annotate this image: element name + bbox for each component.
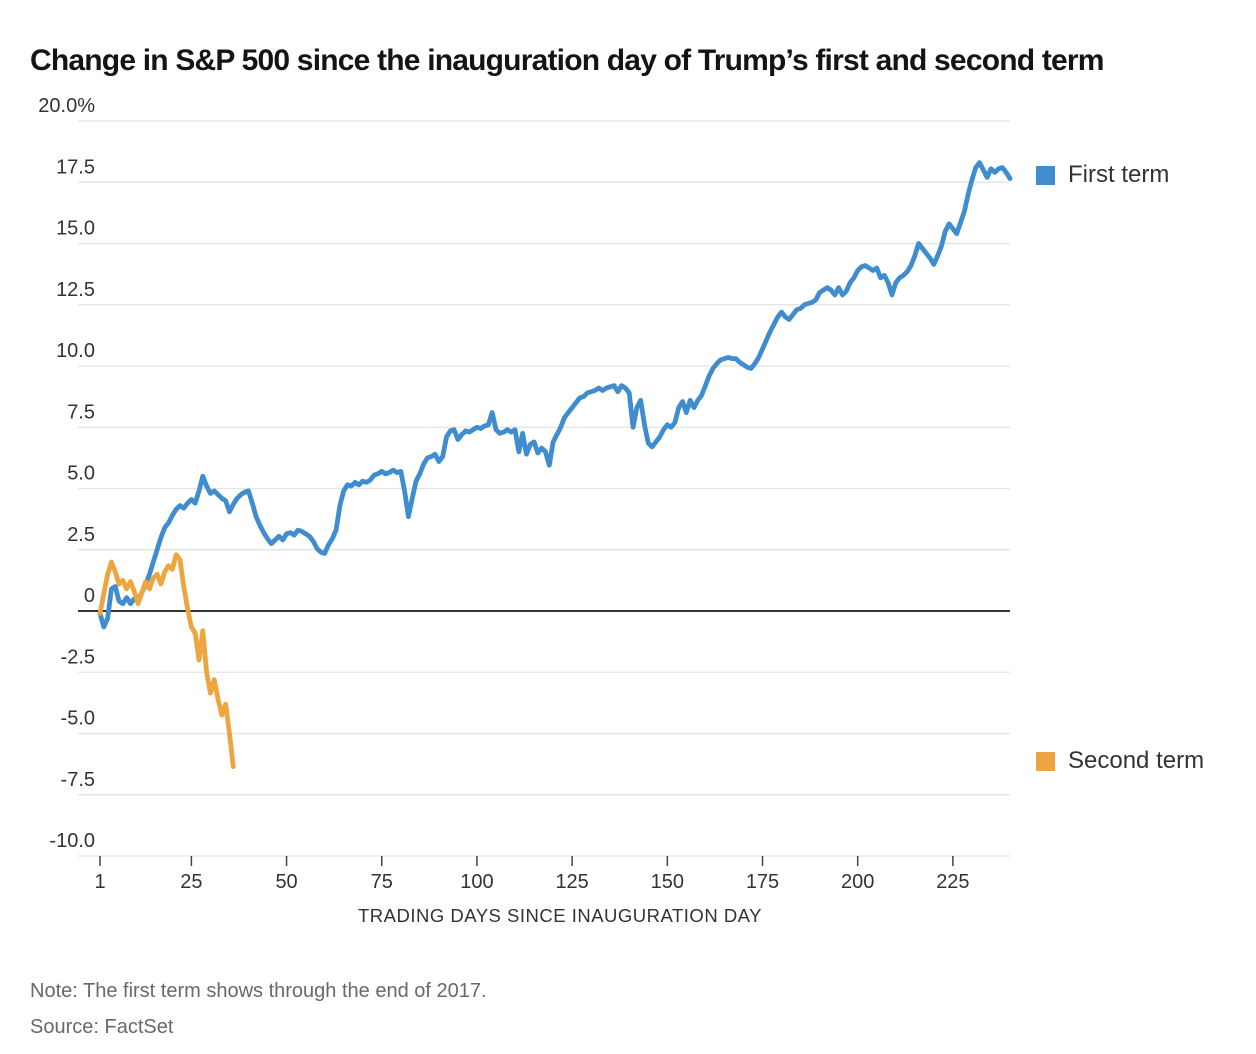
- legend-label-first-term: First term: [1068, 161, 1170, 188]
- legend-label-second-term: Second term: [1068, 747, 1205, 774]
- legend-first-term: First term: [1036, 161, 1169, 189]
- y-axis-tick-label: -2.5: [61, 646, 95, 668]
- chart-title: Change in S&P 500 since the inauguration…: [30, 44, 1104, 78]
- y-axis-tick-label: 7.5: [67, 401, 95, 423]
- y-axis-tick-label: -7.5: [61, 769, 95, 791]
- y-axis-tick-label: 2.5: [67, 524, 95, 546]
- second-term-swatch-icon: [1036, 751, 1055, 771]
- legend-second-term: Second term: [1036, 747, 1204, 775]
- series-line-second-term: [97, 552, 236, 769]
- first-term-swatch-icon: [1036, 165, 1055, 185]
- source-text: Source: FactSet: [30, 1016, 174, 1038]
- x-axis-tick-label: 100: [460, 871, 493, 893]
- y-axis-tick-label: 10.0: [56, 340, 95, 362]
- x-axis-tick-label: 75: [371, 871, 393, 893]
- x-axis-tick-label: 25: [180, 871, 202, 893]
- series-line-first-term: [97, 160, 1013, 630]
- note-text: Note: The first term shows through the e…: [30, 980, 487, 1002]
- y-axis-tick-label: 12.5: [56, 279, 95, 301]
- x-axis-tick-label: 50: [275, 871, 297, 893]
- y-axis-tick-label: 5.0: [67, 463, 95, 485]
- y-axis-tick-label: -5.0: [61, 708, 95, 730]
- y-axis-tick-label: 0: [84, 585, 95, 607]
- y-axis-tick-label: -10.0: [49, 830, 95, 852]
- x-axis-title: TRADING DAYS SINCE INAUGURATION DAY: [358, 905, 762, 926]
- x-axis-tick-label: 225: [936, 871, 969, 893]
- y-axis-tick-label: 17.5: [56, 156, 95, 178]
- x-axis-tick-label: 150: [651, 871, 684, 893]
- y-axis-tick-label: 20.0%: [38, 95, 95, 117]
- x-axis-tick-label: 200: [841, 871, 874, 893]
- x-axis-tick-label: 175: [746, 871, 779, 893]
- x-axis-tick-label: 125: [555, 871, 588, 893]
- x-axis-tick-label: 1: [94, 871, 105, 893]
- y-axis-tick-label: 15.0: [56, 218, 95, 240]
